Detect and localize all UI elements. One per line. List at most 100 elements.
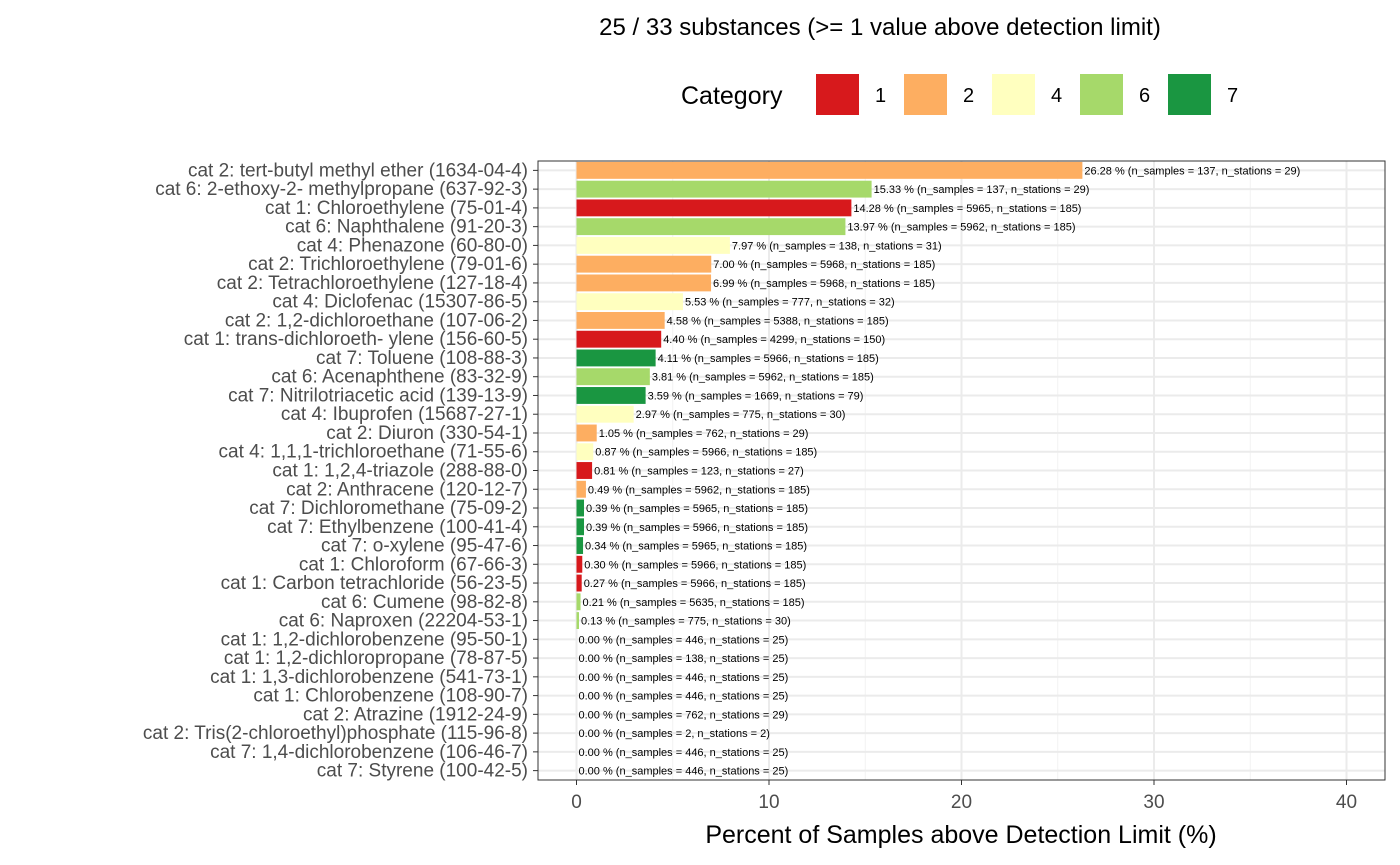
x-axis-title: Percent of Samples above Detection Limit… xyxy=(705,821,1216,849)
bar-value-label: 0.30 % (n_samples = 5966, n_stations = 1… xyxy=(584,559,806,571)
y-tick-label: cat 1: Carbon tetrachloride (56-23-5) xyxy=(221,573,528,594)
y-tick-label: cat 7: 1,4-dichlorobenzene (106-46-7) xyxy=(210,742,528,763)
bar xyxy=(576,199,852,217)
bar xyxy=(576,161,1083,179)
y-tick-label: cat 1: 1,2-dichloropropane (78-87-5) xyxy=(224,648,528,669)
y-tick-label: cat 1: Chlorobenzene (108-90-7) xyxy=(253,686,528,707)
bar-value-label: 0.39 % (n_samples = 5965, n_stations = 1… xyxy=(586,503,808,515)
bar xyxy=(576,555,583,573)
bar-value-label: 7.97 % (n_samples = 138, n_stations = 31… xyxy=(732,240,942,252)
y-tick-label: cat 2: Anthracene (120-12-7) xyxy=(286,479,528,500)
bar xyxy=(576,180,872,198)
legend-label-2: 2 xyxy=(963,85,974,107)
legend-key-2 xyxy=(904,74,947,115)
y-tick-label: cat 2: 1,2-dichloroethane (107-06-2) xyxy=(225,310,528,331)
bar-value-label: 3.59 % (n_samples = 1669, n_stations = 7… xyxy=(648,390,864,402)
y-tick-label: cat 7: o-xylene (95-47-6) xyxy=(321,536,528,557)
bar-value-label: 6.99 % (n_samples = 5968, n_stations = 1… xyxy=(713,278,935,290)
legend-key-6 xyxy=(1080,74,1123,115)
bar xyxy=(576,387,646,404)
x-tick-label: 20 xyxy=(951,792,972,813)
bar-value-label: 2.97 % (n_samples = 775, n_stations = 30… xyxy=(636,409,846,421)
bar-value-label: 0.00 % (n_samples = 446, n_stations = 25… xyxy=(579,634,789,646)
bar xyxy=(576,349,656,367)
x-tick-label: 0 xyxy=(571,792,582,813)
bar xyxy=(576,480,586,498)
x-tick-label: 10 xyxy=(758,792,779,813)
bar-value-label: 0.27 % (n_samples = 5966, n_stations = 1… xyxy=(584,578,806,590)
y-tick-label: cat 7: Dichloromethane (75-09-2) xyxy=(249,498,528,519)
y-tick-label: cat 4: 1,1,1-trichloroethane (71-55-6) xyxy=(219,442,528,463)
bar xyxy=(576,218,846,236)
bar xyxy=(576,405,634,423)
y-tick-label: cat 2: Diuron (330-54-1) xyxy=(326,423,528,444)
bar-value-label: 3.81 % (n_samples = 5962, n_stations = 1… xyxy=(652,372,874,384)
y-tick-label: cat 6: 2-ethoxy-2- methylpropane (637-92… xyxy=(155,179,528,200)
bar-value-label: 26.28 % (n_samples = 137, n_stations = 2… xyxy=(1084,165,1300,177)
y-tick-label: cat 1: Chloroethylene (75-01-4) xyxy=(265,198,528,219)
bar-value-label: 5.53 % (n_samples = 777, n_stations = 32… xyxy=(685,297,895,309)
y-tick-label: cat 1: 1,2-dichlorobenzene (95-50-1) xyxy=(221,629,528,650)
y-tick-label: cat 7: Ethylbenzene (100-41-4) xyxy=(267,517,528,538)
bar-value-label: 4.11 % (n_samples = 5966, n_stations = 1… xyxy=(658,353,879,365)
y-tick-label: cat 6: Acenaphthene (83-32-9) xyxy=(271,367,528,388)
bar-value-label: 14.28 % (n_samples = 5965, n_stations = … xyxy=(853,203,1081,215)
y-tick-label: cat 6: Cumene (98-82-8) xyxy=(321,592,528,613)
bar xyxy=(576,518,585,536)
bar-value-label: 0.39 % (n_samples = 5966, n_stations = 1… xyxy=(586,522,808,534)
y-tick-label: cat 2: Tetrachloroethylene (127-18-4) xyxy=(217,273,528,294)
bar-value-label: 1.05 % (n_samples = 762, n_stations = 29… xyxy=(599,428,809,440)
bar-value-label: 4.58 % (n_samples = 5388, n_stations = 1… xyxy=(667,315,889,327)
bar-value-label: 7.00 % (n_samples = 5968, n_stations = 1… xyxy=(713,259,935,271)
legend-label-4: 4 xyxy=(1051,85,1062,107)
bar-value-label: 0.00 % (n_samples = 138, n_stations = 25… xyxy=(579,653,789,665)
bar xyxy=(576,574,582,592)
x-tick-label: 40 xyxy=(1336,792,1357,813)
plot-area: 26.28 % (n_samples = 137, n_stations = 2… xyxy=(143,160,1386,813)
y-tick-label: cat 2: Atrazine (1912-24-9) xyxy=(303,704,528,725)
bar xyxy=(576,274,712,292)
y-tick-label: cat 4: Ibuprofen (15687-27-1) xyxy=(281,404,528,425)
bar-value-label: 0.21 % (n_samples = 5635, n_stations = 1… xyxy=(583,597,805,609)
bar-value-label: 4.40 % (n_samples = 4299, n_stations = 1… xyxy=(663,334,885,346)
bar xyxy=(576,424,597,442)
bar xyxy=(576,330,662,348)
y-tick-label: cat 1: 1,2,4-triazole (288-88-0) xyxy=(272,461,528,482)
bar-value-label: 0.87 % (n_samples = 5966, n_stations = 1… xyxy=(595,447,817,459)
bar-value-label: 0.00 % (n_samples = 446, n_stations = 25… xyxy=(579,766,789,778)
bar xyxy=(576,368,650,386)
bar-value-label: 0.00 % (n_samples = 446, n_stations = 25… xyxy=(579,691,789,703)
bar-value-label: 0.13 % (n_samples = 775, n_stations = 30… xyxy=(581,616,791,628)
bar xyxy=(576,255,712,273)
bar-value-label: 0.00 % (n_samples = 762, n_stations = 29… xyxy=(579,709,789,721)
y-tick-label: cat 6: Naphthalene (91-20-3) xyxy=(285,217,528,238)
y-tick-label: cat 6: Naproxen (22204-53-1) xyxy=(279,611,528,632)
bar-value-label: 0.00 % (n_samples = 446, n_stations = 25… xyxy=(579,672,789,684)
y-tick-label: cat 1: 1,3-dichlorobenzene (541-73-1) xyxy=(210,667,528,688)
legend-label-7: 7 xyxy=(1227,85,1238,107)
y-tick-label: cat 7: Nitrilotriacetic acid (139-13-9) xyxy=(228,385,528,406)
y-tick-label: cat 2: Tris(2-chloroethyl)phosphate (115… xyxy=(143,723,528,744)
y-tick-label: cat 2: tert-butyl methyl ether (1634-04-… xyxy=(188,160,528,181)
bar xyxy=(576,537,584,554)
y-tick-label: cat 4: Phenazone (60-80-0) xyxy=(297,235,528,256)
legend-key-1 xyxy=(816,74,859,115)
bar xyxy=(576,443,594,461)
chart-title: 25 / 33 substances (>= 1 value above det… xyxy=(599,14,1161,41)
bar-value-label: 0.81 % (n_samples = 123, n_stations = 27… xyxy=(594,466,804,478)
y-tick-label: cat 4: Diclofenac (15307-86-5) xyxy=(272,292,528,313)
bar-value-label: 0.34 % (n_samples = 5965, n_stations = 1… xyxy=(585,541,807,553)
bar xyxy=(576,499,585,517)
bar xyxy=(576,293,683,311)
legend-label-1: 1 xyxy=(875,85,886,107)
y-tick-label: cat 1: Chloroform (67-66-3) xyxy=(299,554,528,575)
legend-label-6: 6 xyxy=(1139,85,1150,107)
legend-key-7 xyxy=(1168,74,1211,115)
bar xyxy=(576,612,580,630)
bar xyxy=(576,462,593,479)
bar xyxy=(576,236,730,254)
bar-value-label: 15.33 % (n_samples = 137, n_stations = 2… xyxy=(874,184,1090,196)
bar xyxy=(576,593,581,611)
bar-value-label: 0.00 % (n_samples = 2, n_stations = 2) xyxy=(579,728,770,740)
